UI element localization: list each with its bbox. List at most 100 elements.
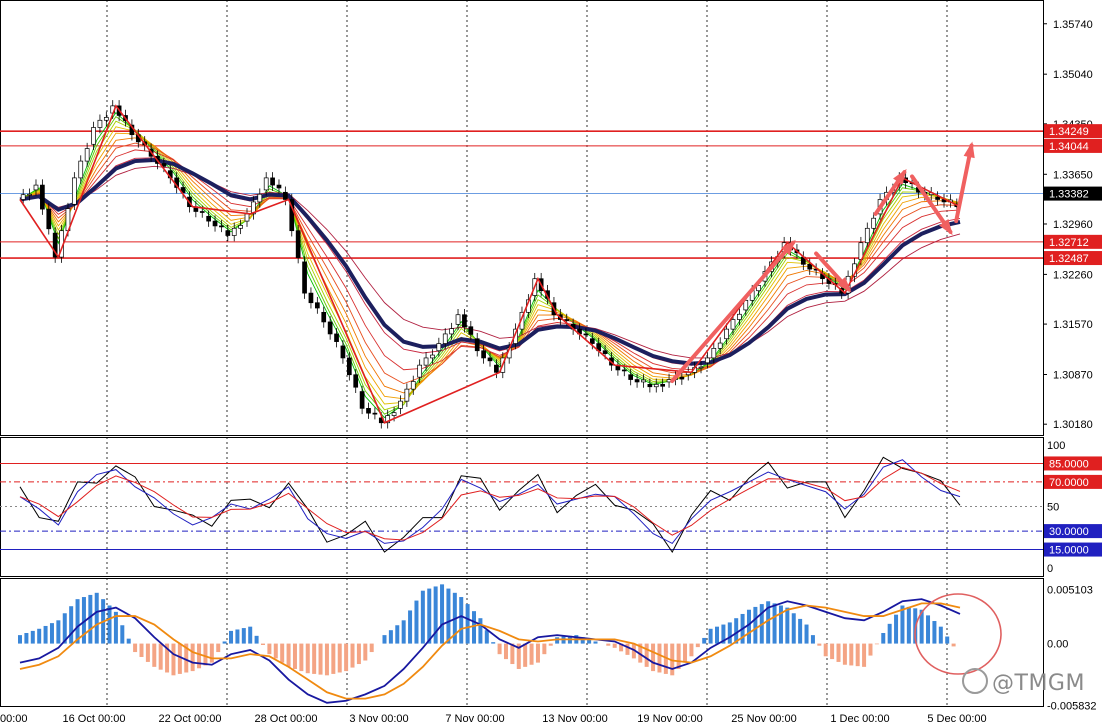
level-label: 1.33382 [1049, 189, 1089, 201]
macd-histogram-bar [874, 643, 879, 645]
macd-histogram-bar [229, 630, 234, 644]
macd-histogram-bar [491, 642, 496, 644]
macd-histogram-bar [523, 643, 528, 667]
candle-body [449, 328, 454, 335]
candle-body [314, 302, 320, 309]
candle-body [257, 193, 263, 203]
macd-histogram-bar [855, 643, 860, 667]
candle-body [353, 374, 359, 388]
macd-histogram-bar [49, 623, 54, 644]
level-label-box [1044, 124, 1102, 139]
candle-body [366, 408, 371, 414]
macd-histogram-bar [497, 643, 502, 655]
macd-histogram-bar [887, 623, 892, 644]
candle-body [417, 364, 423, 378]
candle-body [91, 127, 96, 145]
macd-histogram-bar [612, 643, 617, 648]
candle-body [219, 225, 224, 228]
macd-histogram-bar [894, 614, 899, 644]
candle-body [46, 208, 52, 230]
macd-histogram-bar [126, 638, 131, 644]
macd-histogram-bar [900, 605, 905, 644]
osc-y-tick-label: 50 [1047, 502, 1059, 514]
macd-histogram-bar [414, 600, 419, 644]
candle-body [27, 193, 32, 196]
candle-body [871, 217, 877, 229]
macd-histogram-bar [344, 643, 349, 672]
osc-level-label: 70.0000 [1049, 477, 1089, 489]
watermark: @TMGM [962, 668, 1085, 696]
macd-histogram-bar [548, 643, 553, 646]
macd-histogram-bar [727, 622, 732, 644]
y-tick-label: 1.33650 [1053, 169, 1093, 181]
macd-histogram-bar [689, 643, 694, 657]
candle-body [583, 333, 589, 336]
macd-histogram-bar [932, 621, 937, 644]
tmgm-logo-icon [962, 668, 988, 694]
macd-histogram-bar [849, 643, 854, 666]
macd-histogram-bar [945, 636, 950, 644]
y-tick-label: 1.30180 [1053, 419, 1093, 431]
macd-histogram-bar [906, 606, 911, 644]
osc-level-box [1044, 524, 1102, 539]
candle-body [52, 232, 58, 258]
candle-body [474, 338, 480, 352]
macd-histogram-bar [133, 643, 138, 653]
macd-histogram-bar [88, 594, 93, 644]
macd-histogram-bar [472, 611, 477, 644]
macd-histogram-bar [331, 643, 336, 674]
candle-body [494, 364, 499, 373]
macd-histogram-bar [56, 620, 61, 644]
macd-histogram-bar [465, 604, 470, 644]
main-level-lines [0, 130, 1043, 259]
macd-histogram-bar [177, 643, 182, 674]
macd-histogram-bar [113, 611, 118, 644]
macd-histogram-bar [107, 605, 112, 644]
candle-body [251, 201, 256, 215]
macd-histogram-bar [241, 628, 246, 644]
macd-histogram-bar [587, 639, 592, 644]
y-tick-label: 1.35740 [1053, 19, 1093, 31]
candle-body [334, 333, 339, 342]
macd-histogram-bar [248, 626, 253, 644]
osc-level-label: 15.0000 [1049, 545, 1089, 557]
macd-histogram-bar [535, 643, 540, 663]
candle-body [263, 177, 269, 191]
macd-histogram-bar [209, 643, 214, 663]
macd-histogram-bar [555, 637, 560, 644]
macd-histogram-bar [881, 633, 886, 644]
osc-level-box [1044, 474, 1102, 489]
macd-histogram-bar [401, 620, 406, 644]
macd-histogram-bar [593, 641, 598, 644]
macd-histogram-bar [708, 628, 713, 644]
macd-histogram-bar [18, 635, 22, 644]
candle-body [270, 177, 275, 186]
zigzag-indicator [19, 104, 961, 424]
x-tick-label: 3 Nov 00:00 [349, 713, 408, 725]
macd-histogram-bar [318, 643, 323, 675]
chart-frame [0, 0, 1044, 707]
macd-histogram-bar [746, 609, 751, 644]
level-label: 1.34044 [1049, 141, 1089, 153]
candle-body [199, 211, 205, 213]
macd-histogram-bar [324, 643, 329, 676]
candle-body [756, 285, 761, 292]
macd-histogram-bar [165, 643, 170, 673]
y-tick-label: 1.35040 [1053, 69, 1093, 81]
candle-body [481, 350, 486, 359]
candle-body [404, 388, 410, 402]
zigzag-line [19, 104, 961, 424]
macd-histogram-bar [651, 643, 656, 672]
macd-histogram-bar [734, 618, 739, 644]
candle-body [78, 160, 84, 179]
macd-histogram-bar [440, 584, 445, 644]
candle-body [244, 213, 250, 222]
macd-histogram-bar [446, 588, 451, 644]
macd-histogram-bar [670, 643, 675, 676]
macd-histogram-bar [778, 605, 783, 644]
macd-histogram-bar [683, 643, 688, 663]
macd-histogram-bar [842, 643, 847, 665]
candle-body [705, 357, 710, 364]
candle-body [372, 412, 378, 415]
candle-body [660, 383, 666, 387]
